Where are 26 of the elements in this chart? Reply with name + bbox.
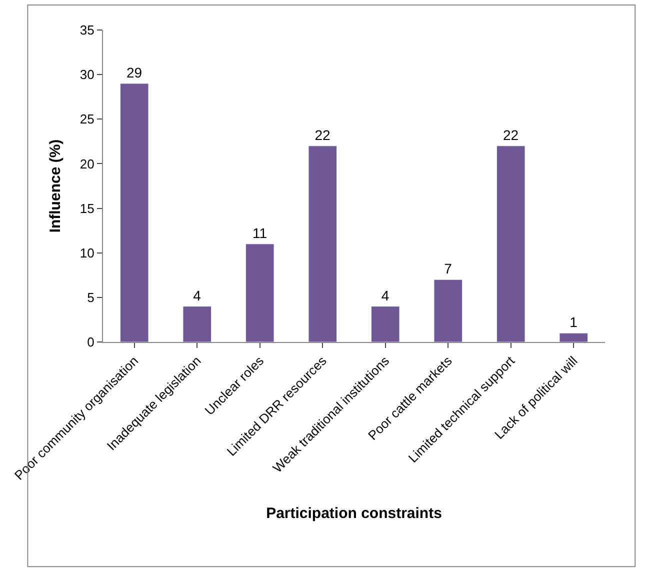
x-axis-title: Participation constraints (266, 504, 442, 522)
bar (559, 332, 588, 342)
data-label: 22 (314, 126, 331, 143)
y-tick-label: 25 (80, 112, 94, 127)
bar (308, 146, 337, 342)
y-tick-label: 15 (80, 200, 94, 216)
y-tick-label: 30 (80, 67, 94, 82)
bar (434, 279, 462, 342)
bar (246, 244, 274, 342)
data-label: 29 (126, 64, 142, 80)
y-axis-title: Influence (%) (47, 139, 64, 233)
y-tick-label: 5 (87, 290, 94, 305)
y-tick-label: 0 (87, 334, 94, 350)
y-tick-label: 20 (80, 156, 94, 172)
bar (371, 306, 400, 342)
y-tick-label: 35 (80, 22, 94, 38)
data-label: 4 (193, 287, 202, 304)
bar (182, 306, 212, 342)
data-label: 7 (444, 260, 452, 277)
data-label: 22 (502, 126, 519, 143)
data-label: 11 (252, 224, 268, 241)
bar (496, 146, 526, 342)
data-label: 4 (381, 287, 390, 304)
data-label: 1 (570, 314, 578, 330)
bar (120, 83, 149, 342)
y-tick-label: 10 (80, 245, 94, 260)
